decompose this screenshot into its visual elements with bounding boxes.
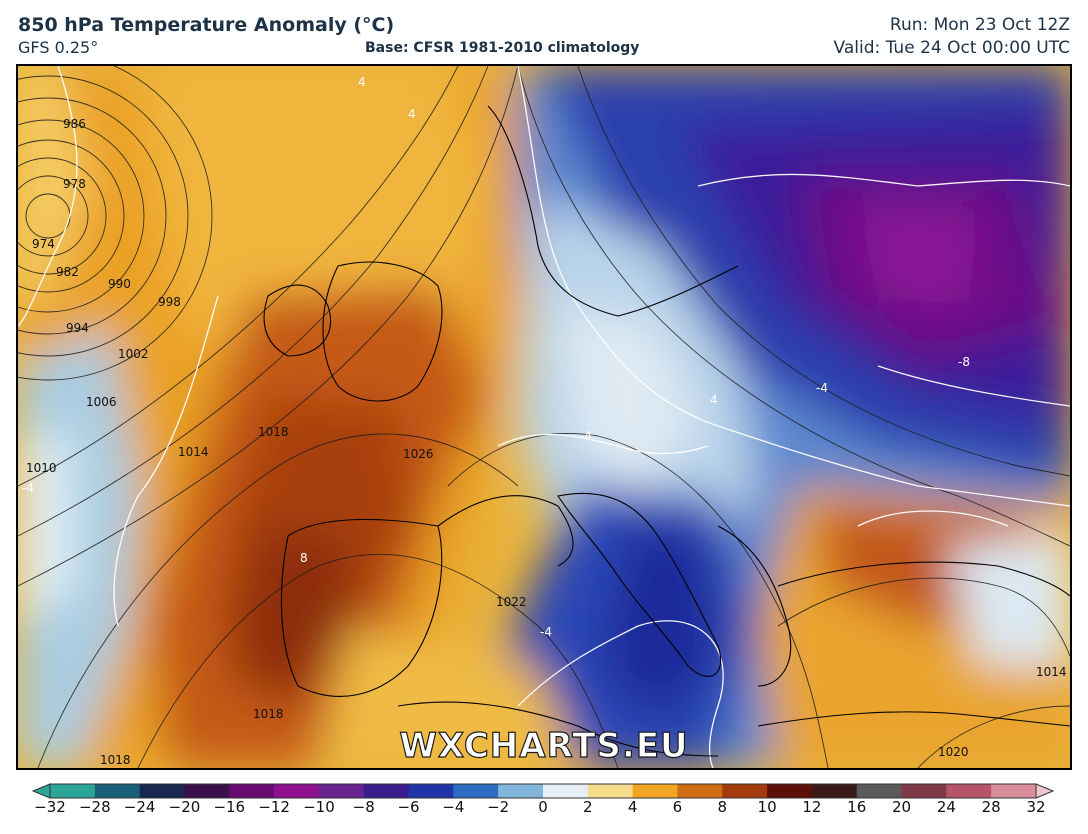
colorbar-segment (453, 784, 499, 798)
isobar-label: 1006 (86, 395, 117, 409)
isobar-label: 998 (158, 295, 181, 309)
isobar-label: 974 (32, 237, 55, 251)
isobar-label: 1026 (403, 447, 434, 461)
colorbar-tick-label: −6 (397, 798, 420, 816)
base-label: Base: CFSR 1981-2010 climatology (365, 40, 640, 56)
isobar-label: 1010 (26, 461, 57, 475)
colorbar-segment (946, 784, 992, 798)
colorbar-segment (50, 784, 96, 798)
isobar-label: 994 (66, 321, 89, 335)
colorbar-segment (229, 784, 275, 798)
colorbar-tick-label: 24 (936, 798, 956, 816)
colorbar-segment (139, 784, 185, 798)
watermark-logo: WXCHARTS.EU (399, 725, 689, 766)
isobar-label: 978 (63, 177, 86, 191)
colorbar-segment (856, 784, 903, 798)
colorbar-segment (901, 784, 947, 798)
colorbar-tick-label: 32 (1026, 798, 1046, 816)
colorbar-segment (632, 784, 678, 798)
chart-title: 850 hPa Temperature Anomaly (°C) (18, 14, 395, 36)
colorbar-segment (498, 784, 544, 798)
colorbar-tick-label: 10 (757, 798, 777, 816)
colorbar-tick-label: 6 (672, 798, 683, 816)
colorbar-tick-label: −32 (34, 798, 66, 816)
valid-label: Valid: Tue 24 Oct 00:00 UTC (833, 38, 1070, 58)
colorbar-segment (722, 784, 768, 798)
colorbar-segment (677, 784, 723, 798)
isobar-label: 1018 (253, 707, 284, 721)
isotherm-label: -4 (22, 481, 34, 495)
colorbar-tick-label: −28 (78, 798, 111, 816)
isobar-label: 1002 (118, 347, 149, 361)
isobar-label: 982 (56, 265, 79, 279)
isotherm-label: -4 (580, 429, 592, 443)
isotherm-label: 4 (710, 393, 718, 407)
isobar-label: 990 (108, 277, 131, 291)
isobar-label: 1022 (496, 595, 527, 609)
colorbar-tick-label: 8 (717, 798, 728, 816)
isotherm-label: 8 (300, 551, 308, 565)
isobar-label: 1014 (1036, 665, 1067, 679)
colorbar-segment (274, 784, 320, 798)
colorbar-tick-label: 4 (627, 798, 638, 816)
colorbar-frame (49, 783, 1037, 799)
isotherm-label: -4 (540, 625, 552, 639)
colorbar-segment (318, 784, 365, 798)
isotherm-label: -8 (958, 355, 970, 369)
isobar-label: 986 (63, 117, 86, 131)
model-label: GFS 0.25° (18, 38, 99, 57)
isobar-label: 1020 (938, 745, 969, 759)
colorbar-tick-label: −10 (303, 798, 335, 816)
colorbar-tick-label: 20 (891, 798, 912, 816)
colorbar-tick-label: −24 (123, 798, 156, 816)
colorbar-tick-label: 0 (538, 798, 548, 816)
colorbar-segment (184, 784, 230, 798)
colorbar-tick-label: 16 (847, 798, 867, 816)
colorbar-segment (991, 784, 1037, 798)
colorbar-segment (543, 784, 589, 798)
colorbar-tick-label: −12 (258, 798, 290, 816)
colorbar-tick-label: −16 (213, 798, 246, 816)
colorbar-segment (408, 784, 454, 798)
colorbar-tick-label: 2 (583, 798, 593, 816)
colorbar-segment (811, 784, 858, 798)
colorbar-segment (767, 784, 813, 798)
isobar-label: 1018 (258, 425, 289, 439)
colorbar-tick-label: 28 (981, 798, 1001, 816)
isotherm-label: -4 (816, 381, 828, 395)
isotherm-label: 4 (408, 107, 416, 121)
anomaly-map: 986 978 974 982 990 998 994 1002 1006 10… (16, 64, 1072, 770)
colorbar-tick-label: −4 (442, 798, 465, 816)
triangle-right-icon (1035, 783, 1055, 799)
colorbar-segment (587, 784, 634, 798)
colorbar (31, 783, 1055, 799)
colorbar-tick-label: −8 (352, 798, 375, 816)
isotherm-label: 4 (358, 75, 366, 89)
colorbar-tick-label: −2 (487, 798, 510, 816)
colorbar-tick-label: −20 (168, 798, 201, 816)
colorbar-tick-label: 12 (802, 798, 822, 816)
colorbar-segment (363, 784, 410, 798)
isobar-label: 1018 (100, 753, 131, 767)
colorbar-segments (50, 784, 1037, 798)
triangle-left-icon (31, 783, 51, 799)
isobar-label: 1014 (178, 445, 209, 459)
map-canvas: 986 978 974 982 990 998 994 1002 1006 10… (18, 66, 1070, 768)
colorbar-segment (94, 784, 141, 798)
run-label: Run: Mon 23 Oct 12Z (889, 15, 1070, 35)
